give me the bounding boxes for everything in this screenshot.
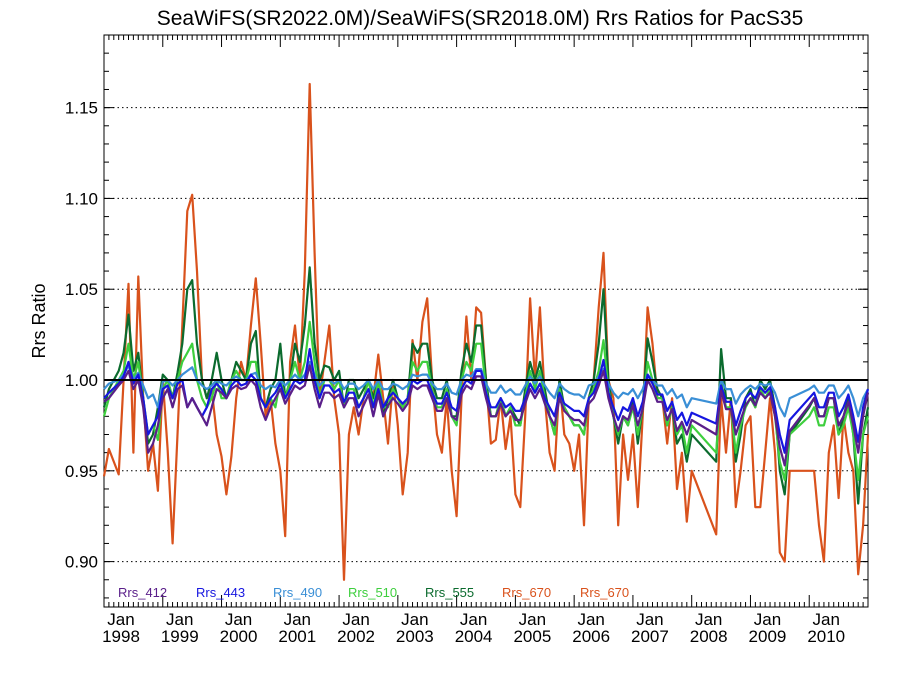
y-tick-label: 1.15 — [65, 99, 98, 118]
x-tick-label-month: Jan — [460, 610, 487, 629]
x-tick-labels: Jan1998Jan1999Jan2000Jan2001Jan2002Jan20… — [102, 610, 845, 646]
series-line-rrs-443 — [103, 348, 870, 454]
x-tick-label-year: 2001 — [278, 627, 316, 646]
y-tick-label: 1.00 — [65, 371, 98, 390]
y-tick-label: 0.95 — [65, 462, 98, 481]
x-tick-label-month: Jan — [342, 610, 369, 629]
y-axis-title: Rrs Ratio — [29, 283, 49, 358]
x-tick-label-year: 2008 — [690, 627, 728, 646]
legend-entry: Rrs_412 — [118, 585, 167, 600]
x-tick-label-month: Jan — [577, 610, 604, 629]
legend-entry: Rrs_670 — [502, 585, 551, 600]
legend: Rrs_412 Rrs_443 Rrs_490 Rrs_510 Rrs_555 Rrs_6… — [118, 585, 629, 600]
series-line-rrs-490 — [103, 360, 869, 418]
x-tick-label-year: 2009 — [749, 627, 787, 646]
x-tick-label-month: Jan — [754, 610, 781, 629]
legend-entry: Rrs_555 — [425, 585, 474, 600]
x-tick-label-year: 2010 — [807, 627, 845, 646]
chart-title: SeaWiFS(SR2022.0M)/SeaWiFS(SR2018.0M) Rr… — [157, 7, 804, 30]
gridlines — [104, 107, 868, 563]
x-tick-label-month: Jan — [519, 610, 546, 629]
axis-ticks — [103, 34, 869, 607]
x-tick-label-year: 1998 — [102, 627, 140, 646]
x-tick-label-month: Jan — [401, 610, 428, 629]
x-tick-label-year: 2000 — [220, 627, 258, 646]
x-tick-label-month: Jan — [695, 610, 722, 629]
plot-frame — [103, 34, 869, 608]
x-tick-label-month: Jan — [107, 610, 134, 629]
legend-entry: Rrs_443 — [196, 585, 245, 600]
x-tick-label-month: Jan — [813, 610, 840, 629]
legend-entry: Rrs_490 — [273, 585, 322, 600]
x-tick-label-year: 2005 — [513, 627, 551, 646]
x-tick-label-month: Jan — [225, 610, 252, 629]
series-line-rrs-412 — [103, 364, 870, 467]
series-lines — [102, 82, 870, 581]
x-tick-label-year: 2003 — [396, 627, 434, 646]
series-line-rrs-670 — [102, 82, 870, 581]
legend-entry: Rrs_670 — [580, 585, 629, 600]
y-tick-label: 1.05 — [65, 280, 98, 299]
x-tick-label-year: 2006 — [572, 627, 610, 646]
x-tick-label-year: 2004 — [455, 627, 493, 646]
x-tick-label-month: Jan — [284, 610, 311, 629]
x-tick-label-year: 2007 — [631, 627, 669, 646]
y-tick-label: 0.90 — [65, 553, 98, 572]
x-tick-label-year: 1999 — [161, 627, 199, 646]
x-tick-label-month: Jan — [636, 610, 663, 629]
x-tick-label-month: Jan — [166, 610, 193, 629]
y-tick-label: 1.10 — [65, 189, 98, 208]
y-tick-labels: 0.90 0.95 1.00 1.05 1.10 1.15 — [65, 99, 98, 572]
x-tick-label-year: 2002 — [337, 627, 375, 646]
legend-entry: Rrs_510 — [348, 585, 397, 600]
